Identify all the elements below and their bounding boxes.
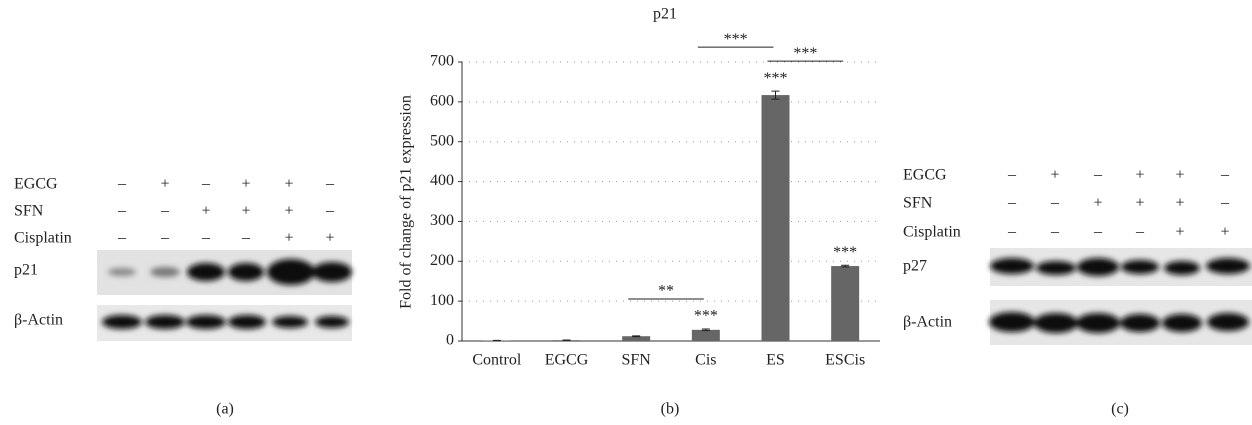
sign: – <box>325 203 335 220</box>
sign: + <box>1175 224 1184 241</box>
y-tick-label: 500 <box>430 132 454 149</box>
row-label: Cisplatin <box>903 224 961 241</box>
y-tick-label: 600 <box>430 93 454 110</box>
y-tick-label: 0 <box>446 332 454 349</box>
sign: – <box>1220 167 1230 184</box>
x-tick-label: Cis <box>695 352 716 369</box>
sign: + <box>284 176 293 193</box>
sign: + <box>1135 195 1144 212</box>
sign: – <box>117 176 127 193</box>
x-tick-label: SFN <box>621 352 651 369</box>
caption: (b) <box>661 401 680 418</box>
sign: – <box>160 230 170 247</box>
sign: – <box>1135 224 1145 241</box>
row-label: EGCG <box>14 176 58 193</box>
sign: – <box>1007 195 1017 212</box>
sign: – <box>1093 224 1103 241</box>
y-tick-label: 300 <box>430 212 454 229</box>
bar <box>762 95 790 341</box>
sign: – <box>1007 167 1017 184</box>
y-tick-label: 100 <box>430 292 454 309</box>
row-label: SFN <box>903 195 933 212</box>
row-label: SFN <box>14 203 44 220</box>
sign: + <box>1093 195 1102 212</box>
y-axis-label: Fold of change of p21 expression <box>398 95 415 309</box>
y-tick-label: 200 <box>430 252 454 269</box>
sign: + <box>1175 195 1184 212</box>
sign: – <box>201 176 211 193</box>
row-label: EGCG <box>903 167 947 184</box>
comparison-label: *** <box>793 45 817 62</box>
significance: *** <box>764 70 788 87</box>
figure: (a) (b) (c) p21 Fold of change of p21 ex… <box>0 0 1252 425</box>
sign: – <box>201 230 211 247</box>
x-tick-label: ESCis <box>825 352 865 369</box>
bar <box>692 330 720 341</box>
comparison-label: *** <box>724 31 748 48</box>
y-tick-label: 700 <box>430 53 454 70</box>
sign: – <box>1007 224 1017 241</box>
sign: + <box>1175 167 1184 184</box>
caption: (a) <box>216 401 234 418</box>
sign: – <box>160 203 170 220</box>
chart-title: p21 <box>653 6 677 23</box>
sign: + <box>241 203 250 220</box>
sign: – <box>241 230 251 247</box>
blot-label: p27 <box>903 258 927 275</box>
sign: + <box>201 203 210 220</box>
y-tick-label: 400 <box>430 172 454 189</box>
error-bar <box>632 336 640 337</box>
sign: – <box>1050 224 1060 241</box>
sign: – <box>117 203 127 220</box>
sign: + <box>241 176 250 193</box>
sign: – <box>325 176 335 193</box>
sign: + <box>160 176 169 193</box>
bar <box>831 266 859 341</box>
sign: + <box>1050 167 1059 184</box>
sign: + <box>1220 224 1229 241</box>
x-tick-label: EGCG <box>545 352 589 369</box>
blot-label: p21 <box>14 262 38 279</box>
significance: *** <box>694 308 718 325</box>
sign: + <box>1135 167 1144 184</box>
row-label: Cisplatin <box>14 230 72 247</box>
sign: – <box>1093 167 1103 184</box>
x-tick-label: ES <box>766 352 785 369</box>
sign: + <box>284 230 293 247</box>
sign: + <box>325 230 334 247</box>
sign: – <box>1050 195 1060 212</box>
significance: *** <box>833 244 857 261</box>
sign: – <box>117 230 127 247</box>
comparison-label: ** <box>658 283 674 300</box>
sign: – <box>1220 195 1230 212</box>
caption: (c) <box>1111 401 1129 418</box>
x-tick-label: Control <box>472 352 521 369</box>
blot-label: β-Actin <box>903 314 952 331</box>
sign: + <box>284 203 293 220</box>
blot-label: β-Actin <box>14 312 63 329</box>
